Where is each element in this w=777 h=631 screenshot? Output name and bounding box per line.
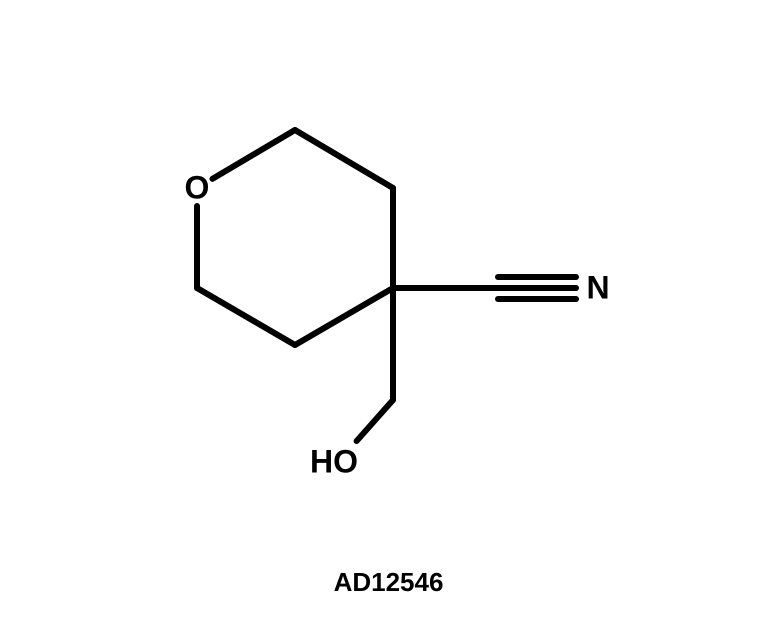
atom-O_ring: O [185,170,210,207]
atom-N: N [586,270,609,307]
compound-id: AD12546 [334,567,444,598]
molecule-svg [0,0,777,631]
atom-O_oh: HO [310,444,358,481]
molecule-figure: { "figure": { "type": "chemical-structur… [0,0,777,631]
